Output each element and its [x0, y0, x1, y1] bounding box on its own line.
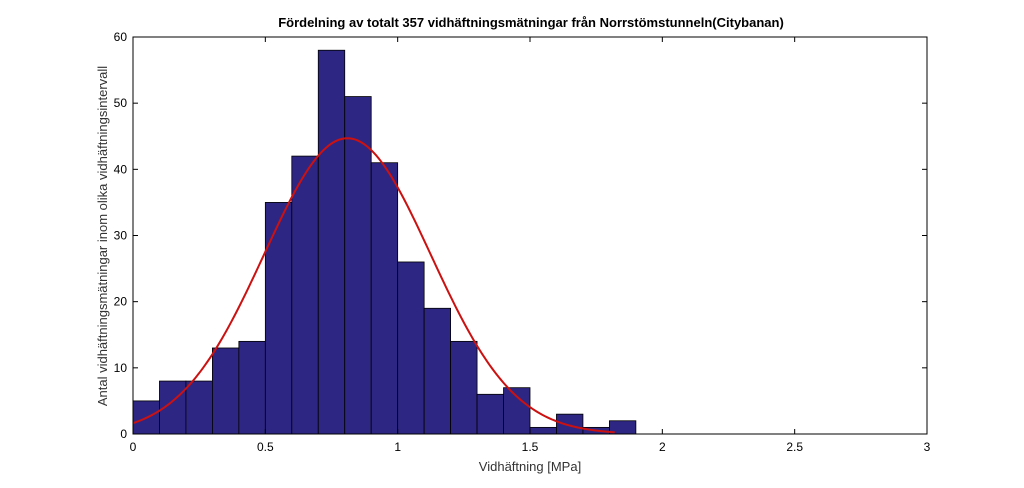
x-tick-label-4: 2 [659, 440, 666, 454]
y-tick-label-4: 40 [114, 162, 128, 176]
histogram-bar-3 [211, 347, 240, 435]
y-tick-label-5: 50 [114, 96, 128, 110]
x-axis-label: Vidhäftning [MPa] [479, 459, 581, 474]
x-tick-label-3: 1.5 [522, 440, 539, 454]
x-tick-label-2: 1 [394, 440, 401, 454]
histogram-bar-13 [476, 393, 504, 435]
x-tick-label-5: 2.5 [786, 440, 803, 454]
histogram-bar-15 [529, 426, 557, 435]
y-tick-label-1: 10 [114, 361, 128, 375]
y-axis-label: Antal vidhäftningsmätningar inom olika v… [95, 66, 110, 406]
histogram-bar-9 [370, 162, 399, 435]
histogram-bar-10 [397, 261, 425, 435]
x-tick-label-1: 0.5 [257, 440, 274, 454]
x-tick-label-6: 3 [924, 440, 931, 454]
normal-fit-curve [132, 137, 615, 434]
x-tick-label-0: 0 [130, 440, 137, 454]
histogram-bar-2 [185, 380, 213, 435]
y-tick-label-0: 0 [120, 427, 127, 441]
y-tick-label-6: 60 [114, 30, 128, 44]
histogram-bar-4 [238, 340, 266, 435]
histogram-bars [132, 49, 637, 435]
chart-title: Fördelning av totalt 357 vidhäftningsmät… [278, 15, 784, 30]
histogram-bar-8 [344, 96, 372, 435]
histogram-bar-14 [503, 387, 531, 435]
histogram-bar-12 [450, 340, 478, 435]
histogram-bar-16 [556, 413, 584, 435]
histogram-bar-11 [423, 307, 451, 435]
histogram-bar-5 [264, 202, 293, 435]
y-axis-ticks: 0 10 20 30 40 50 60 [114, 30, 927, 441]
y-tick-label-3: 30 [114, 229, 128, 243]
histogram-bar-7 [317, 49, 346, 435]
y-tick-label-2: 20 [114, 295, 128, 309]
x-axis-ticks: 0 0.5 1 1.5 2 2.5 3 [130, 37, 931, 454]
histogram-bar-6 [291, 155, 319, 435]
